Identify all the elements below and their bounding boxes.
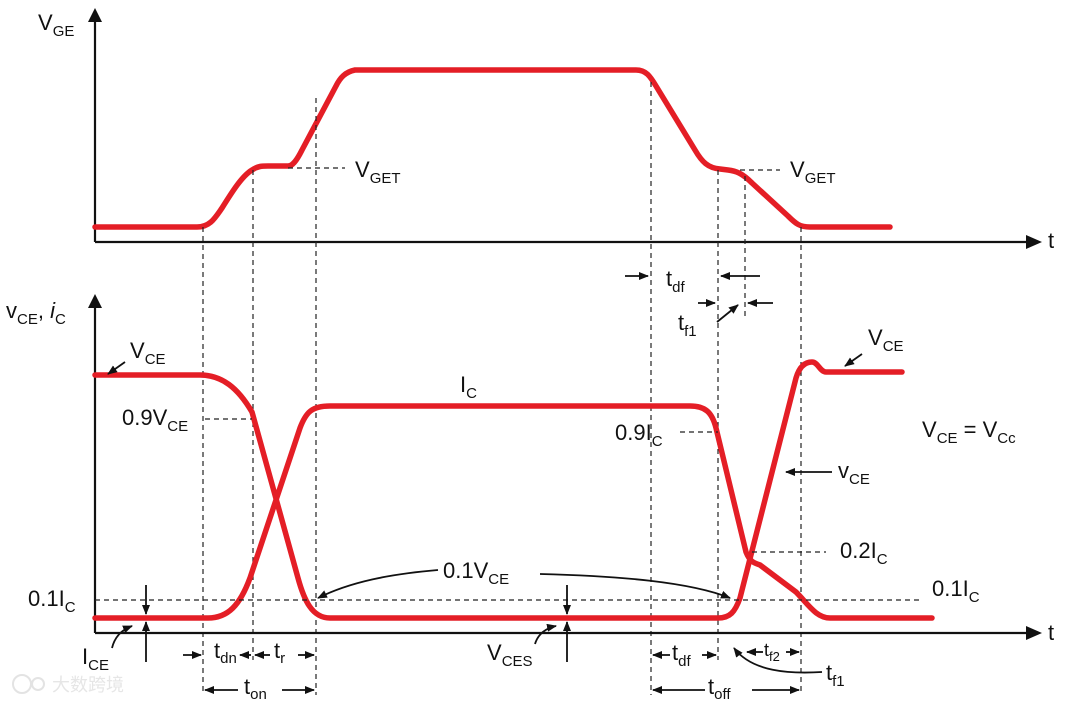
- vce-09-label: 0.9VCE: [122, 405, 188, 435]
- ic-01-right-label: 0.1IC: [932, 576, 980, 606]
- tf1-top-label: tf1: [678, 310, 697, 340]
- ton-label: ton: [244, 674, 267, 703]
- vget-right-label: VGET: [790, 157, 836, 187]
- top-axes: [88, 8, 1042, 249]
- bottom-x-axis-arrowhead: [1026, 626, 1042, 640]
- vce-01-arrow-left: [317, 569, 439, 599]
- toff-label: toff: [708, 674, 731, 703]
- tf1-bottom-pointer: [733, 647, 823, 674]
- ice-pointer: [111, 625, 133, 649]
- vce-small-label: vCE: [838, 458, 870, 488]
- ic-09-label: 0.9IC: [615, 420, 663, 450]
- vce-01-label: 0.1VCE: [443, 558, 509, 588]
- vce-01-arrow-right: [539, 573, 731, 599]
- tdf-top-label: tdf: [666, 266, 685, 296]
- bottom-x-label: t: [1048, 620, 1054, 645]
- tf1-bottom-label: tf1: [826, 660, 845, 690]
- tdf-bottom-label: tdf: [672, 640, 691, 670]
- watermark-text: 大数跨境: [52, 675, 124, 695]
- vce-eq-label: VCE = VCc: [922, 417, 1016, 447]
- vce-left-pointer: [107, 361, 126, 375]
- vces-label: VCES: [487, 640, 533, 670]
- bottom-y-axis-arrowhead: [88, 294, 102, 308]
- vce-right-pointer: [844, 353, 863, 367]
- timing-lines: [202, 82, 802, 695]
- top-y-label: VGE: [38, 10, 74, 40]
- watermark-logo-icon: [12, 674, 32, 694]
- watermark: 大数跨境: [12, 674, 124, 695]
- tf1-top-pointer: [716, 304, 739, 323]
- ic-01-left-label: 0.1IC: [28, 586, 76, 616]
- ic-top-label: IC: [460, 372, 477, 402]
- top-y-axis-arrowhead: [88, 8, 102, 22]
- ic-02-label: 0.2IC: [840, 538, 888, 568]
- tdn-label: tdn: [214, 638, 237, 667]
- tf2-label: tf2: [764, 640, 780, 664]
- vce-waveform: [92, 359, 905, 621]
- ice-label: ICE: [82, 644, 109, 674]
- top-x-label: t: [1048, 228, 1054, 253]
- vget-left-label: VGET: [355, 157, 401, 187]
- vce-right-label: VCE: [868, 325, 904, 355]
- vce-left-label: VCE: [130, 338, 166, 368]
- tr-label: tr: [274, 638, 285, 667]
- bottom-y-label: vCE, iC: [6, 298, 66, 328]
- top-x-axis-arrowhead: [1026, 235, 1042, 249]
- ic-waveform: [92, 403, 935, 621]
- vge-waveform: [92, 67, 893, 230]
- bottom-axes: [88, 294, 1042, 640]
- vces-pointer: [534, 623, 557, 645]
